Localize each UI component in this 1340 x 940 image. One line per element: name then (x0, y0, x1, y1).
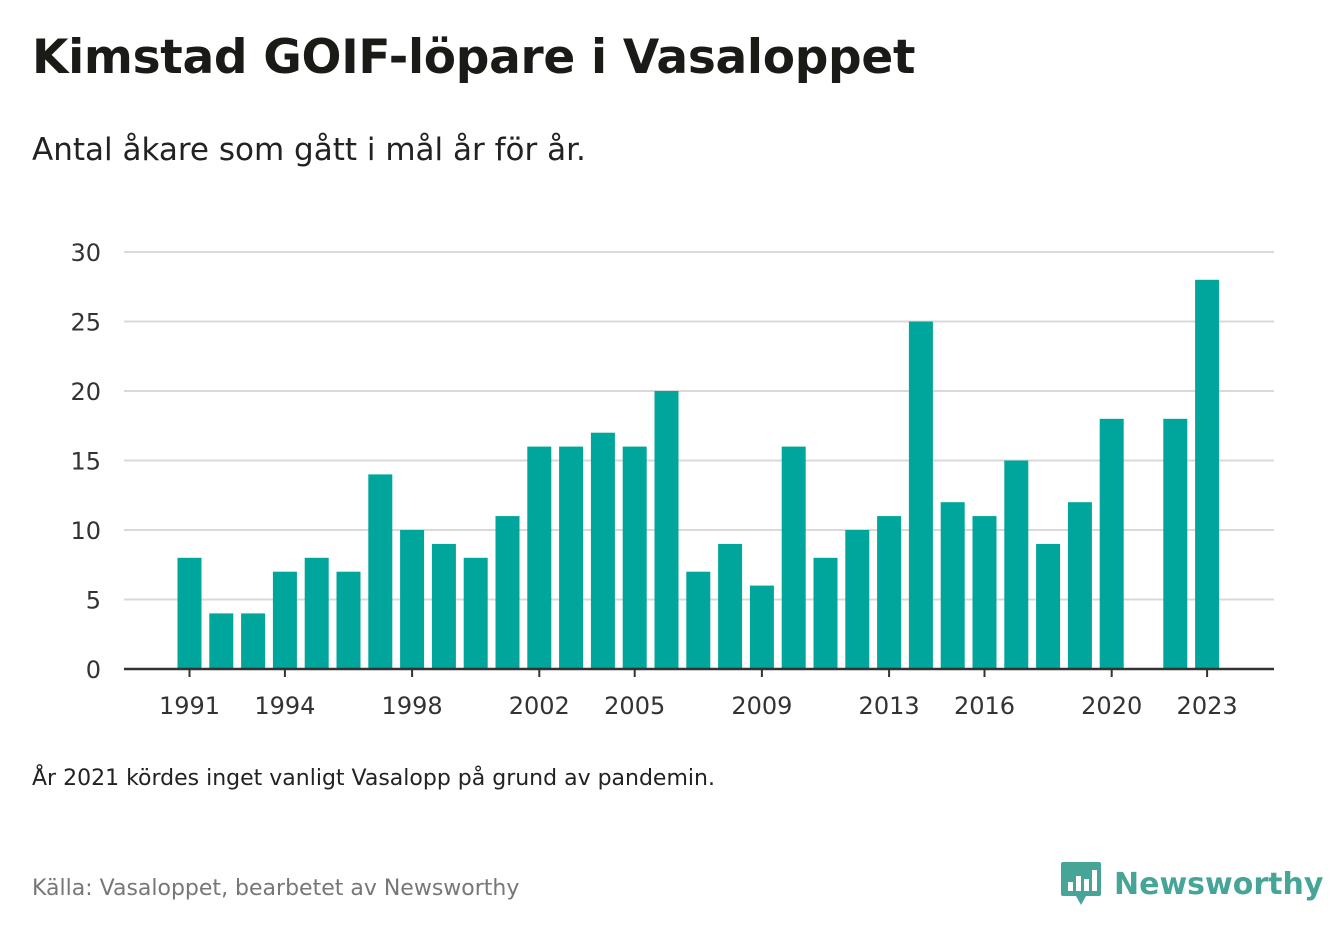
bar-1993 (241, 613, 266, 669)
chart-title: Kimstad GOIF-löpare i Vasaloppet (32, 30, 916, 85)
bar-2023 (1195, 279, 1220, 669)
x-tick-label: 2023 (1177, 692, 1238, 720)
bar-2004 (590, 432, 615, 669)
bar-2017 (1004, 460, 1029, 669)
bar-1995 (304, 557, 329, 669)
bar-2005 (622, 446, 647, 669)
bar-1991 (177, 557, 202, 669)
x-tick-label: 1994 (254, 692, 315, 720)
bar-1992 (209, 613, 234, 669)
bar-2013 (877, 516, 902, 669)
bar-2014 (908, 321, 933, 669)
bar-2019 (1067, 502, 1092, 669)
chart-subtitle: Antal åkare som gått i mål år för år. (32, 132, 586, 168)
y-tick-label: 15 (70, 448, 101, 476)
bar-2010 (781, 446, 806, 669)
y-tick-label: 0 (86, 656, 101, 684)
y-tick-label: 30 (70, 239, 101, 267)
y-tick-label: 25 (70, 309, 101, 337)
bar-2009 (749, 585, 774, 669)
bar-1997 (368, 474, 393, 669)
bars (177, 279, 1220, 669)
y-tick-label: 5 (86, 587, 101, 615)
bar-2016 (972, 516, 997, 669)
y-tick-label: 10 (70, 517, 101, 545)
bar-2022 (1163, 418, 1188, 669)
x-tick-label: 2005 (604, 692, 665, 720)
bar-2006 (654, 391, 679, 669)
bar-2001 (495, 516, 520, 669)
bar-2008 (718, 543, 743, 669)
bar-2012 (845, 530, 870, 669)
footnote: År 2021 kördes inget vanligt Vasalopp på… (32, 766, 715, 791)
bar-1994 (272, 571, 297, 669)
x-tick-label: 2016 (954, 692, 1015, 720)
bar-1998 (400, 530, 425, 669)
x-axis-ticks: 1991 1994 1998 2002 2005 2009 2013 2016 2020 2023 (159, 669, 1238, 720)
newsworthy-logo-icon (1061, 862, 1101, 905)
bar-2011 (813, 557, 838, 669)
bar-2020 (1099, 418, 1124, 669)
y-axis-ticks: 0 5 10 15 20 25 30 (70, 239, 101, 684)
x-tick-label: 2002 (509, 692, 570, 720)
brand-name: Newsworthy (1114, 866, 1324, 902)
bar-2000 (463, 557, 488, 669)
bar-2003 (559, 446, 584, 669)
bar-chart: 0 5 10 15 20 25 30 1991 1994 1998 2002 2005 2009 201… (70, 239, 1274, 720)
x-tick-label: 2009 (731, 692, 792, 720)
x-tick-label: 1991 (159, 692, 220, 720)
y-tick-label: 20 (70, 378, 101, 406)
bar-1996 (336, 571, 361, 669)
bar-2007 (686, 571, 711, 669)
bar-2002 (527, 446, 552, 669)
x-tick-label: 2020 (1081, 692, 1142, 720)
x-tick-label: 1998 (382, 692, 443, 720)
brand-logo[interactable]: Newsworthy (1060, 860, 1323, 908)
bar-2018 (1036, 543, 1061, 669)
bar-1999 (431, 543, 456, 669)
x-tick-label: 2013 (859, 692, 920, 720)
bar-2015 (940, 502, 965, 669)
source-credit: Källa: Vasaloppet, bearbetet av Newswort… (32, 876, 520, 901)
